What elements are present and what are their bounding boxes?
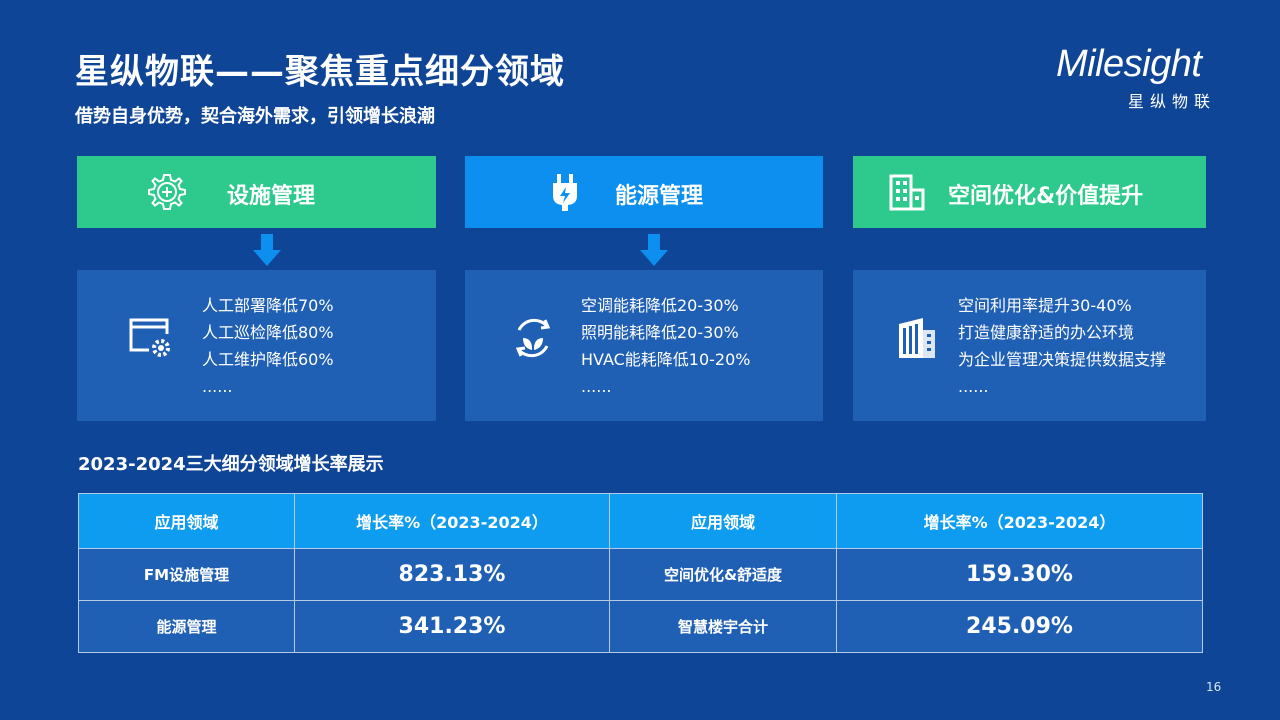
page-number: 16	[1206, 680, 1222, 694]
logo-text: Milesight	[1056, 43, 1202, 85]
page-subtitle: 借势自身优势，契合海外需求，引领增长浪潮	[75, 106, 435, 127]
leaf-cycle-icon	[515, 318, 551, 358]
list-item: 打造健康舒适的办公环境	[958, 323, 1135, 342]
card-title: 设施管理	[227, 184, 316, 209]
list-item: ......	[581, 377, 612, 396]
card-title: 能源管理	[615, 184, 704, 209]
card-header-space: 空间优化&价值提升	[853, 156, 1206, 228]
office-building-icon	[899, 318, 935, 358]
table-cell: 823.13%	[294, 548, 610, 601]
window-gear-icon	[129, 318, 170, 357]
list-item: 照明能耗降低20-30%	[581, 323, 739, 342]
list-item: 空间利用率提升30-40%	[958, 296, 1132, 315]
table-header-row: 应用领域 增长率%（2023-2024） 应用领域 增长率%（2023-2024…	[78, 493, 1203, 549]
detail-list: 空调能耗降低20-30% 照明能耗降低20-30% HVAC能耗降低10-20%…	[581, 292, 751, 400]
table-cell: 341.23%	[294, 600, 610, 653]
milesight-logo: Milesight 星纵物联	[1056, 42, 1226, 112]
column-header: 应用领域	[78, 493, 295, 549]
arrow-down-icon	[640, 234, 668, 266]
card-detail-space: 空间利用率提升30-40% 打造健康舒适的办公环境 为企业管理决策提供数据支撑 …	[853, 270, 1206, 421]
column-header: 应用领域	[609, 493, 837, 549]
table-heading: 2023-2024三大细分领域增长率展示	[78, 454, 384, 475]
card-header-facility: 设施管理	[77, 156, 436, 228]
column-header: 增长率%（2023-2024）	[294, 493, 610, 549]
column-header: 增长率%（2023-2024）	[836, 493, 1203, 549]
building-icon	[889, 174, 925, 211]
detail-list: 人工部署降低70% 人工巡检降低80% 人工维护降低60% ......	[202, 292, 334, 400]
plug-icon	[553, 174, 577, 211]
table-cell: 245.09%	[836, 600, 1203, 653]
list-item: 人工巡检降低80%	[202, 323, 334, 342]
growth-rate-table: 应用领域 增长率%（2023-2024） 应用领域 增长率%（2023-2024…	[78, 493, 1203, 653]
table-row: FM设施管理 823.13% 空间优化&舒适度 159.30%	[78, 548, 1203, 601]
list-item: 人工部署降低70%	[202, 296, 334, 315]
list-item: 为企业管理决策提供数据支撑	[958, 350, 1167, 369]
table-cell: 能源管理	[78, 600, 295, 653]
card-detail-energy: 空调能耗降低20-30% 照明能耗降低20-30% HVAC能耗降低10-20%…	[465, 270, 823, 421]
list-item: ......	[958, 377, 989, 396]
list-item: 空调能耗降低20-30%	[581, 296, 739, 315]
list-item: 人工维护降低60%	[202, 350, 334, 369]
table-row: 能源管理 341.23% 智慧楼宇合计 245.09%	[78, 600, 1203, 653]
list-item: HVAC能耗降低10-20%	[581, 350, 751, 369]
card-title: 空间优化&价值提升	[948, 184, 1144, 209]
table-cell: 智慧楼宇合计	[609, 600, 837, 653]
arrow-down-icon	[253, 234, 281, 266]
page-title: 星纵物联——聚焦重点细分领域	[75, 52, 565, 92]
list-item: ......	[202, 377, 233, 396]
card-header-energy: 能源管理	[465, 156, 823, 228]
gear-plus-icon	[148, 174, 186, 210]
logo-subtext: 星纵物联	[1128, 92, 1217, 111]
detail-list: 空间利用率提升30-40% 打造健康舒适的办公环境 为企业管理决策提供数据支撑 …	[958, 292, 1166, 400]
table-cell: 159.30%	[836, 548, 1203, 601]
table-cell: 空间优化&舒适度	[609, 548, 837, 601]
card-detail-facility: 人工部署降低70% 人工巡检降低80% 人工维护降低60% ......	[77, 270, 436, 421]
table-cell: FM设施管理	[78, 548, 295, 601]
